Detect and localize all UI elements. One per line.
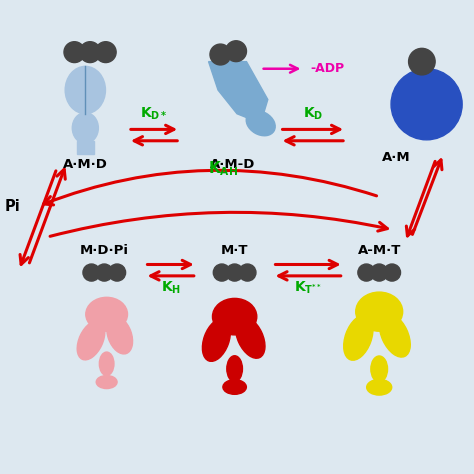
Ellipse shape: [246, 111, 275, 136]
Ellipse shape: [223, 380, 246, 394]
Circle shape: [226, 41, 246, 62]
Ellipse shape: [379, 313, 410, 357]
Circle shape: [210, 44, 231, 65]
Ellipse shape: [100, 352, 114, 375]
Ellipse shape: [344, 315, 373, 360]
Circle shape: [213, 264, 230, 281]
Text: -ADP: -ADP: [310, 62, 345, 75]
Text: $\mathbf{K_D}$: $\mathbf{K_D}$: [302, 106, 323, 122]
Circle shape: [371, 264, 388, 281]
Text: $\mathbf{K_{AH}}$: $\mathbf{K_{AH}}$: [208, 159, 238, 178]
Circle shape: [96, 264, 113, 281]
Circle shape: [226, 264, 243, 281]
Ellipse shape: [236, 317, 265, 358]
Ellipse shape: [107, 316, 133, 354]
Circle shape: [80, 42, 100, 63]
Ellipse shape: [202, 319, 230, 361]
Ellipse shape: [72, 113, 99, 143]
Ellipse shape: [371, 356, 388, 382]
Text: Pi: Pi: [5, 199, 20, 214]
Text: A·M-D: A·M-D: [210, 158, 255, 171]
Text: A·M·D: A·M·D: [63, 158, 108, 171]
Circle shape: [64, 42, 85, 63]
Ellipse shape: [367, 380, 392, 395]
Circle shape: [383, 264, 401, 281]
Ellipse shape: [65, 66, 106, 114]
Ellipse shape: [227, 356, 242, 382]
Ellipse shape: [86, 297, 128, 331]
Circle shape: [391, 69, 462, 140]
Circle shape: [95, 42, 116, 63]
Text: $\mathbf{K_{T^{**}}}$: $\mathbf{K_{T^{**}}}$: [294, 280, 322, 296]
Text: M·T: M·T: [221, 244, 248, 256]
Text: A·M: A·M: [382, 151, 410, 164]
FancyBboxPatch shape: [77, 141, 94, 154]
Polygon shape: [209, 62, 268, 123]
Text: $\mathbf{K_H}$: $\mathbf{K_H}$: [161, 280, 181, 296]
Ellipse shape: [356, 292, 403, 331]
Text: $\mathbf{K_{D*}}$: $\mathbf{K_{D*}}$: [140, 106, 168, 122]
Circle shape: [409, 48, 435, 75]
Ellipse shape: [96, 375, 117, 389]
Circle shape: [358, 264, 375, 281]
Text: M·D·Pi: M·D·Pi: [80, 244, 129, 256]
Circle shape: [109, 264, 126, 281]
Circle shape: [239, 264, 256, 281]
Text: A-M·T: A-M·T: [357, 244, 401, 256]
Ellipse shape: [212, 299, 257, 335]
Circle shape: [83, 264, 100, 281]
Ellipse shape: [77, 321, 105, 360]
